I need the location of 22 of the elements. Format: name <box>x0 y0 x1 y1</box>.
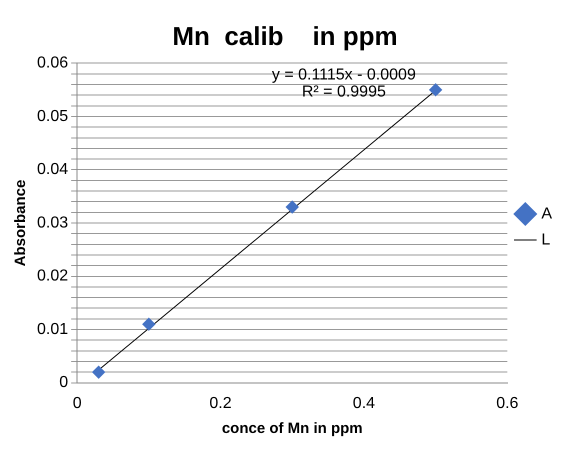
y-tick-label: 0.06 <box>37 54 68 72</box>
point <box>429 83 442 96</box>
chart-title: Mn calib in ppm <box>172 20 398 51</box>
x-tick-label: 0.4 <box>352 394 376 412</box>
x-tick-label: 0.6 <box>496 394 519 412</box>
y-tick-label: 0.03 <box>37 214 68 232</box>
annotation: R² = 0.9995 <box>302 84 386 101</box>
y-tick-label: 0.04 <box>37 161 68 178</box>
y-tick-label: 0.01 <box>37 320 68 338</box>
x-tick-label: 0 <box>72 394 82 412</box>
y-axis-title: Absorbance <box>12 180 30 266</box>
point <box>92 366 106 379</box>
x-tick-label: 0.2 <box>209 394 232 412</box>
point <box>286 200 299 214</box>
y-tick-label: 0.02 <box>37 268 68 285</box>
point <box>142 318 156 331</box>
x-axis-title: conce of Mn in ppm <box>222 420 363 438</box>
legend-label: L <box>541 231 550 248</box>
y-tick-label: 0.05 <box>37 108 68 125</box>
legend-label: A <box>541 205 552 222</box>
y-tick-label: 0 <box>59 374 68 392</box>
annotation: y = 0.1115x - 0.0009 <box>272 66 416 84</box>
